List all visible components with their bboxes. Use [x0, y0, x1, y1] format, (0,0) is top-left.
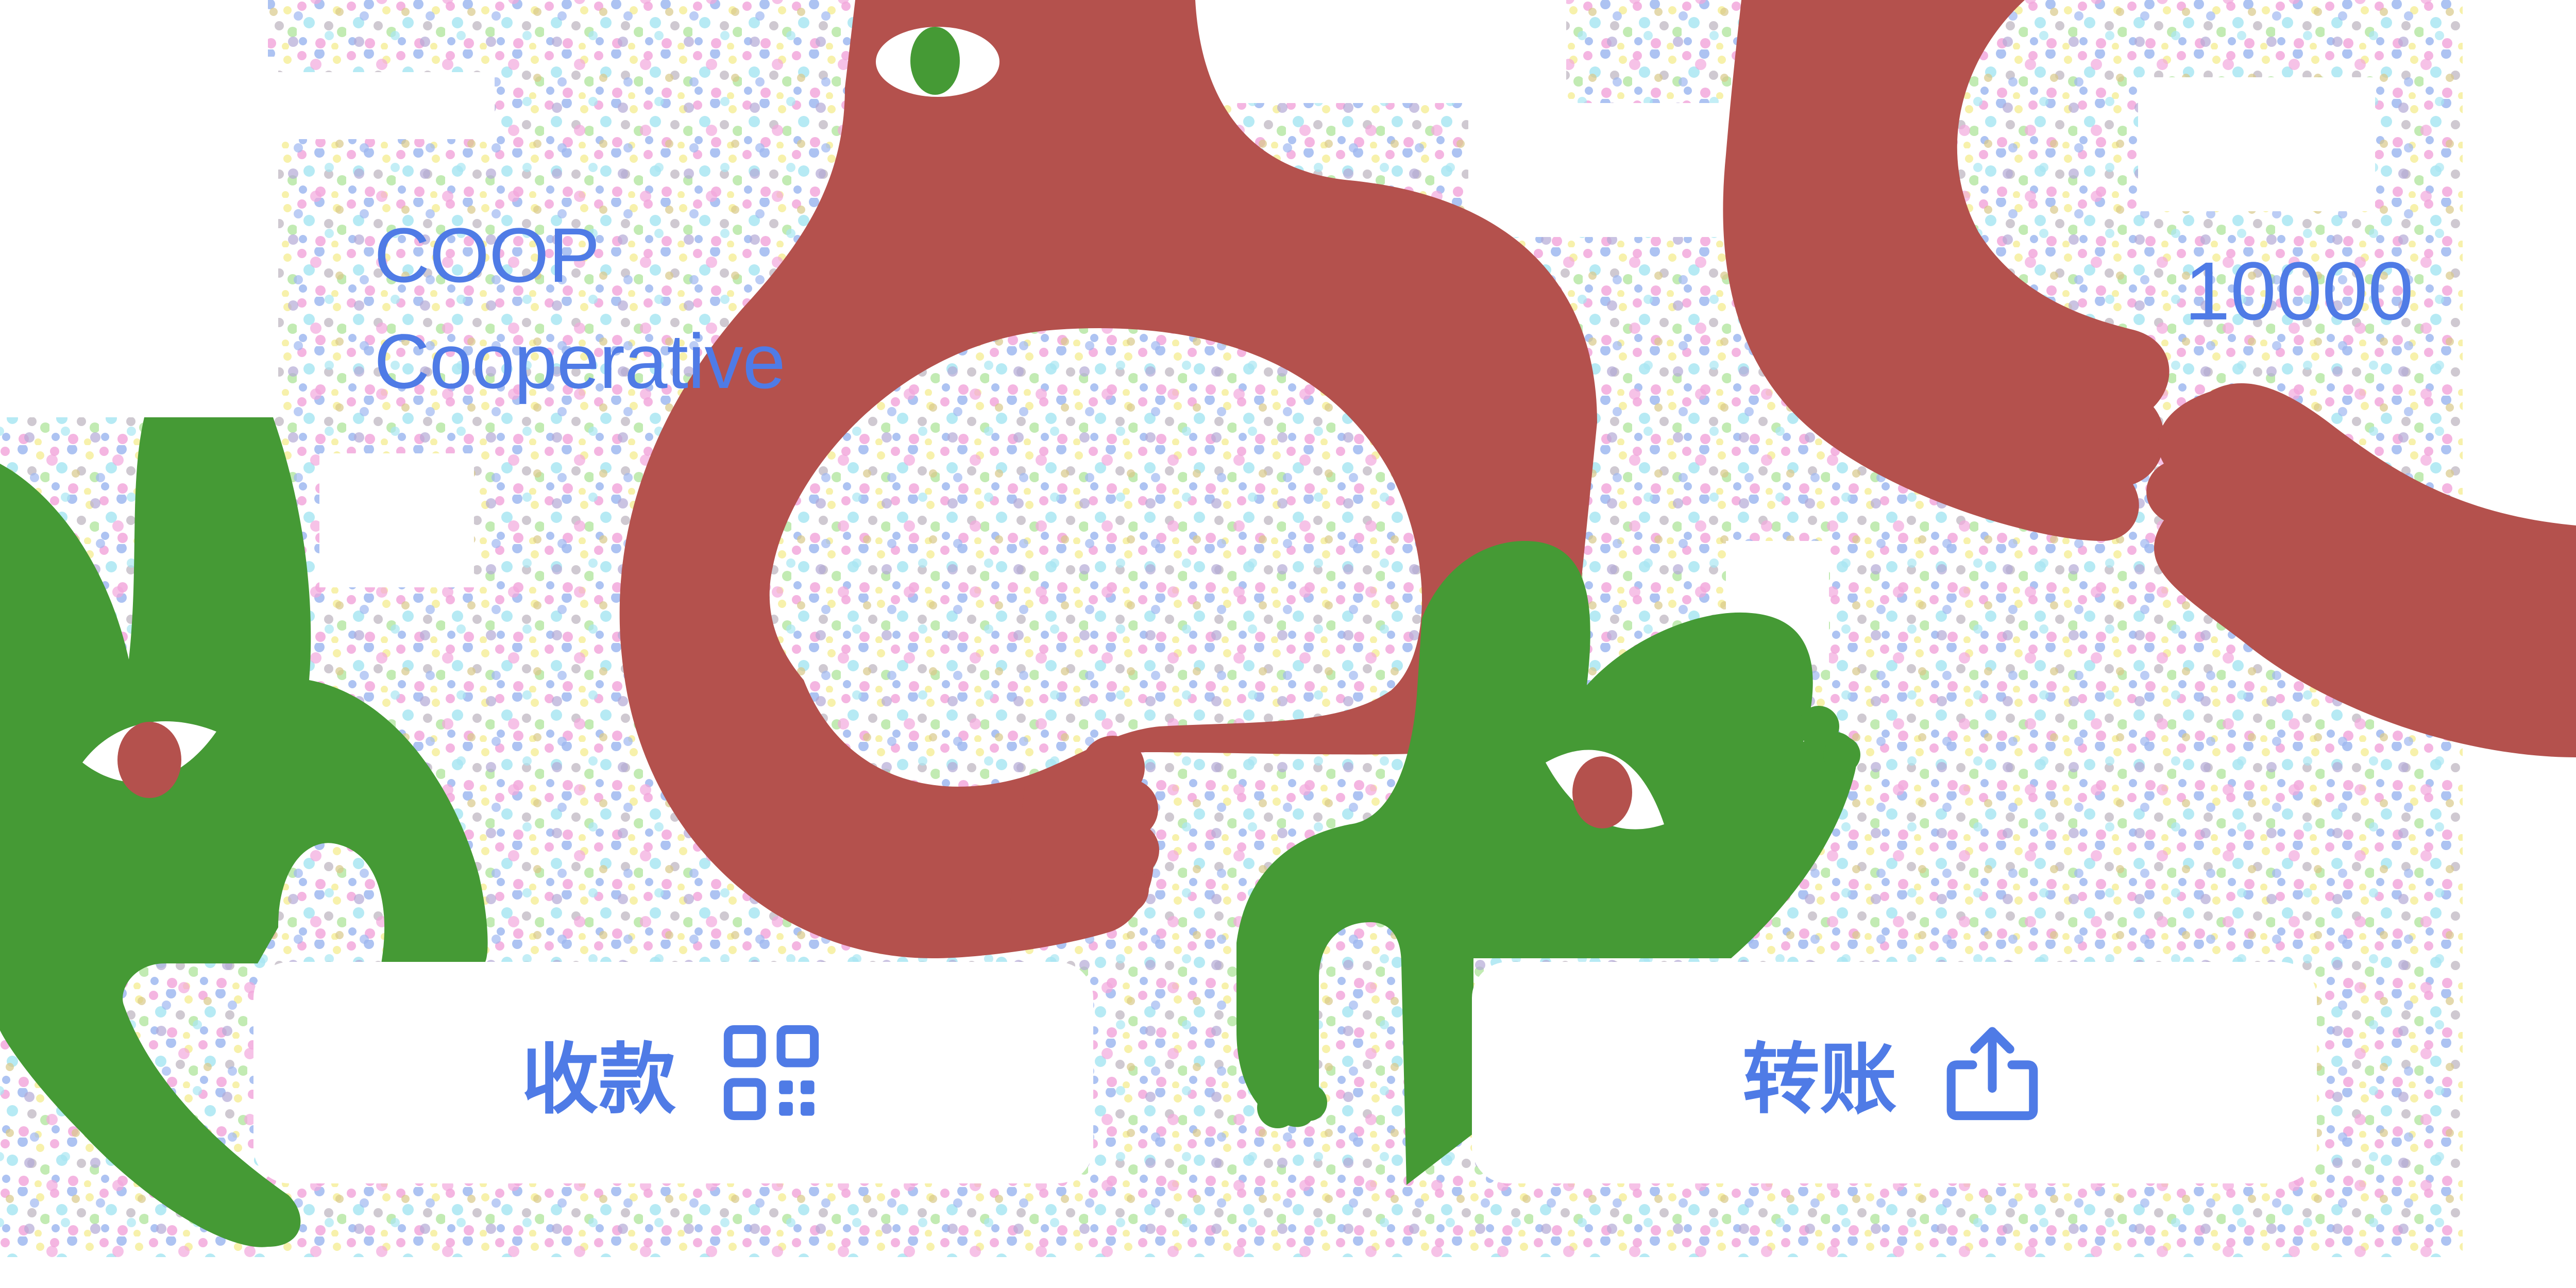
- red-arch-creature: [619, 0, 1597, 958]
- token-symbol: COOP: [374, 212, 600, 298]
- green-creature-left-eye: [82, 721, 216, 798]
- green-creature-center: [1236, 541, 1860, 1185]
- green-creature-left: [0, 417, 488, 1247]
- green-creature-center-eye: [1546, 750, 1664, 829]
- red-creature-eye: [876, 27, 999, 97]
- token-balance: 10000: [2184, 245, 2414, 337]
- qr-code-icon: [722, 1024, 820, 1122]
- transfer-button-label: 转账: [1742, 1035, 1897, 1125]
- receive-button[interactable]: 收款: [253, 962, 1093, 1183]
- token-title: COOP Cooperative: [374, 202, 786, 414]
- token-name: Cooperative: [374, 318, 786, 404]
- red-arm-top-right: [1723, 0, 2576, 757]
- receive-button-label: 收款: [521, 1035, 676, 1125]
- transfer-button[interactable]: 转账: [1472, 962, 2317, 1183]
- share-upload-icon: [1943, 1024, 2041, 1122]
